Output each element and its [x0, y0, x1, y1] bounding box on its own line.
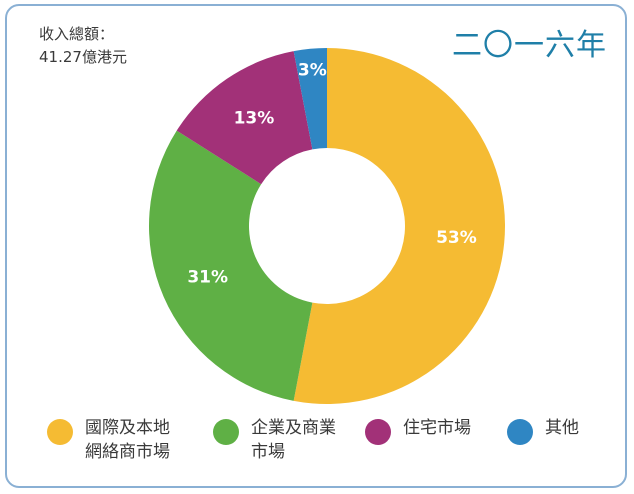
legend-label-enterprise: 企業及商業 市場 — [251, 418, 336, 462]
slice-enterprise-label: 31% — [187, 268, 228, 288]
chart-card: 收入總額： 41.27億港元 二〇一六年 53% 31% 13% 3% 國際及本地 網… — [5, 4, 627, 488]
legend-swatch-enterprise — [213, 419, 239, 445]
legend: 國際及本地 網絡商市場 企業及商業 市場 住宅市場 其他 — [7, 416, 625, 486]
legend-label-international: 國際及本地 網絡商市場 — [85, 418, 170, 462]
legend-item-enterprise: 企業及商業 市場 — [213, 416, 336, 464]
donut-chart: 53% 31% 13% 3% — [148, 48, 505, 404]
slice-international — [293, 48, 505, 404]
legend-swatch-international — [47, 419, 73, 445]
legend-item-others: 其他 — [507, 416, 579, 445]
legend-swatch-others — [507, 419, 533, 445]
slice-residential — [176, 51, 313, 185]
legend-item-residential: 住宅市場 — [365, 416, 471, 445]
slice-others — [293, 48, 327, 150]
total-revenue: 收入總額： 41.27億港元 — [39, 23, 127, 69]
legend-swatch-residential — [365, 419, 391, 445]
total-revenue-value: 41.27億港元 — [39, 48, 127, 66]
total-revenue-label: 收入總額： — [39, 25, 115, 43]
year-title: 二〇一六年 — [452, 28, 607, 63]
slice-enterprise — [148, 130, 313, 401]
legend-item-international: 國際及本地 網絡商市場 — [47, 416, 170, 464]
slice-others-label: 3% — [298, 61, 327, 81]
legend-label-others: 其他 — [545, 418, 579, 438]
slice-international-label: 53% — [436, 228, 477, 248]
legend-label-residential: 住宅市場 — [403, 418, 471, 438]
slice-residential-label: 13% — [234, 108, 275, 128]
